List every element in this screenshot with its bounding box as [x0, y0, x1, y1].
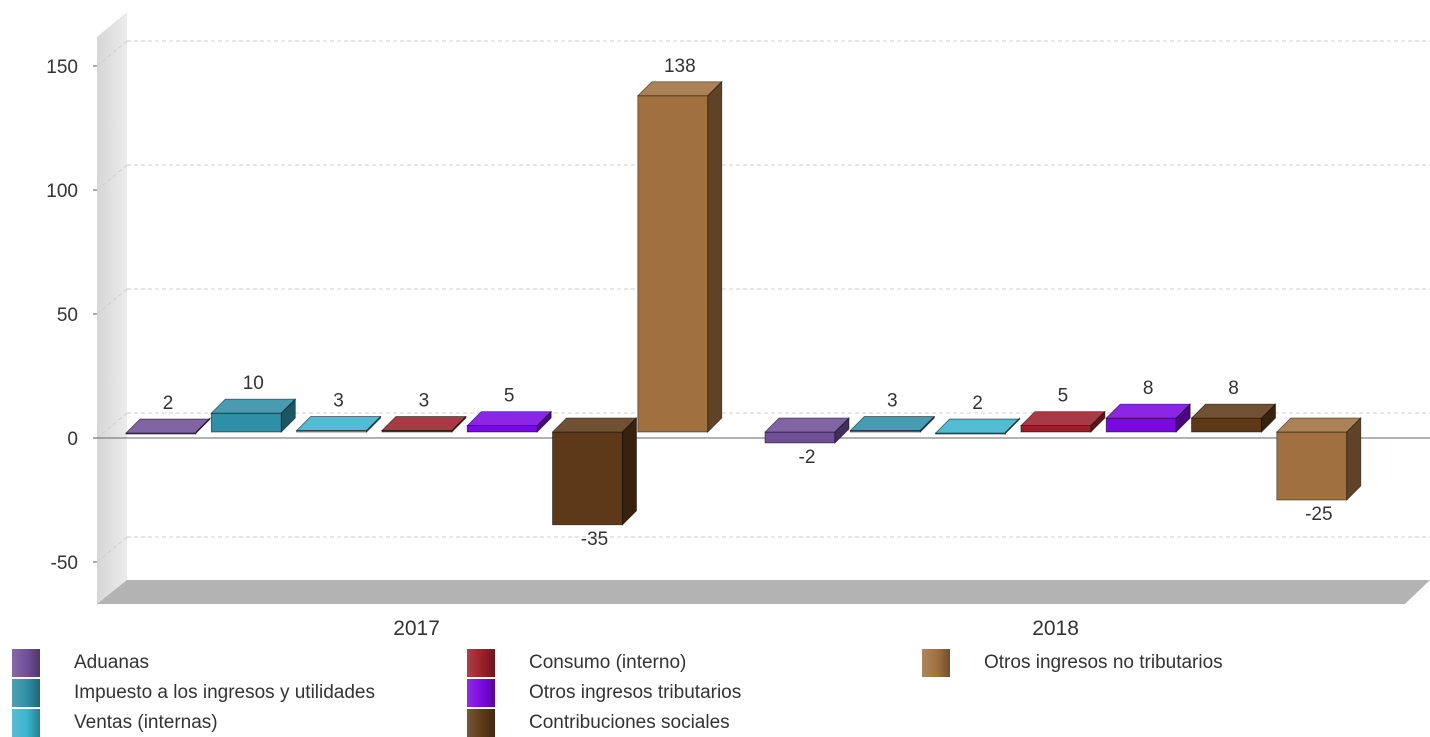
data-label: 5: [1058, 386, 1069, 407]
legend-item: Otros ingresos tributarios: [467, 679, 741, 707]
y-tick-label: 100: [46, 181, 78, 202]
legend-item: Ventas (internas): [12, 709, 218, 737]
side-wall: [97, 12, 127, 605]
legend-label: Contribuciones sociales: [529, 712, 730, 733]
legend-label: Otros ingresos no tributarios: [984, 652, 1223, 673]
bars: [125, 80, 1362, 526]
chart-walls: [97, 12, 1430, 605]
data-label: 3: [419, 391, 430, 412]
data-label: 2: [972, 393, 983, 414]
bar-2017-1: [210, 398, 297, 433]
x-axis: 2017 2018: [393, 617, 1079, 640]
bar-2017-4: [466, 410, 553, 433]
x-tick-label: 2018: [1032, 617, 1079, 640]
legend-item: Contribuciones sociales: [467, 709, 730, 737]
legend-label: Otros ingresos tributarios: [529, 682, 742, 703]
bar-2018-1: [849, 415, 936, 433]
data-label: 8: [1143, 378, 1154, 399]
data-labels: 2 10 3 3 5 -35 138 -2 3 2 5 8 8 -25: [163, 56, 1333, 550]
bar-2017-3: [380, 415, 467, 433]
legend-swatch: [12, 709, 40, 737]
bar-chart: -50 0 50 100 150 2 10 3 3 5 -35 138 -2 3 2 5 8 8 -25 2017…: [46, 12, 1430, 640]
data-label: 10: [243, 373, 264, 394]
legend-label: Ventas (internas): [74, 712, 218, 733]
data-label: 3: [887, 391, 898, 412]
data-label: -2: [799, 447, 816, 468]
legend-label: Aduanas: [74, 652, 150, 673]
data-label: 3: [333, 391, 344, 412]
legend-swatch: [922, 649, 950, 677]
legend-item: Impuesto a los ingresos y utilidades: [12, 679, 375, 707]
bar-2018-2: [934, 417, 1021, 435]
y-tick-label: -50: [51, 553, 78, 574]
legend-swatch: [467, 679, 495, 707]
data-label: 2: [163, 393, 174, 414]
y-axis: -50 0 50 100 150: [46, 57, 97, 574]
bar-2018-4: [1105, 403, 1192, 433]
bar-2018-3: [1019, 410, 1106, 433]
bar-2017-6: [636, 80, 723, 433]
data-label: -35: [581, 529, 608, 550]
data-label: -25: [1305, 504, 1332, 525]
bar-2018-5: [1190, 403, 1277, 433]
legend-swatch: [467, 709, 495, 737]
legend-swatch: [12, 679, 40, 707]
bar-2018-6: [1275, 417, 1362, 501]
legend-swatch: [12, 649, 40, 677]
legend-item: Otros ingresos no tributarios: [922, 649, 1223, 677]
data-label: 138: [664, 56, 696, 77]
gridlines: [96, 40, 1430, 563]
bar-2018-0: [764, 417, 850, 444]
legend: Aduanas Impuesto a los ingresos y utilida…: [0, 645, 1430, 737]
y-tick-label: 0: [67, 429, 78, 450]
x-tick-label: 2017: [393, 617, 440, 640]
legend-swatch: [467, 649, 495, 677]
legend-label: Impuesto a los ingresos y utilidades: [74, 682, 375, 703]
bar-2017-0: [125, 417, 211, 435]
bar-2017-5: [551, 417, 638, 526]
bar-2017-2: [295, 415, 382, 433]
data-label: 5: [504, 386, 515, 407]
legend-label: Consumo (interno): [529, 652, 687, 673]
floor: [97, 580, 1430, 604]
legend-item: Aduanas: [12, 649, 149, 677]
y-tick-label: 50: [57, 305, 78, 326]
data-label: 8: [1228, 378, 1239, 399]
legend-item: Consumo (interno): [467, 649, 686, 677]
y-tick-label: 150: [46, 57, 78, 78]
